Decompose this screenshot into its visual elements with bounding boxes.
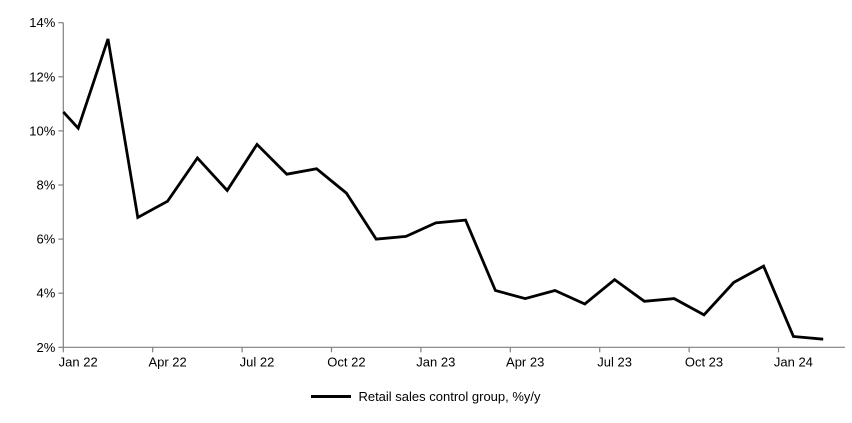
chart-legend: Retail sales control group, %y/y <box>0 389 852 404</box>
y-tick-label: 8% <box>37 178 56 193</box>
x-tick-label: Jan 24 <box>774 354 813 369</box>
y-tick-label: 14% <box>29 15 55 30</box>
x-tick-label: Jan 23 <box>416 354 455 369</box>
series-line-retail-sales <box>62 38 824 341</box>
x-tick-label: Jul 23 <box>597 354 632 369</box>
y-tick-label: 10% <box>29 123 55 138</box>
x-tick-label: Jul 22 <box>240 354 275 369</box>
y-tick-label: 2% <box>37 340 56 355</box>
legend-line-sample <box>311 395 352 398</box>
legend-label: Retail sales control group, %y/y <box>358 389 541 404</box>
x-tick-label: Apr 23 <box>506 354 544 369</box>
x-tick-label: Jan 22 <box>59 354 98 369</box>
x-tick-label: Oct 23 <box>685 354 723 369</box>
x-tick-label: Apr 22 <box>148 354 186 369</box>
x-tick-label: Oct 22 <box>327 354 365 369</box>
y-tick-label: 6% <box>37 232 56 247</box>
y-tick-label: 12% <box>29 69 55 84</box>
y-tick-label: 4% <box>37 286 56 301</box>
